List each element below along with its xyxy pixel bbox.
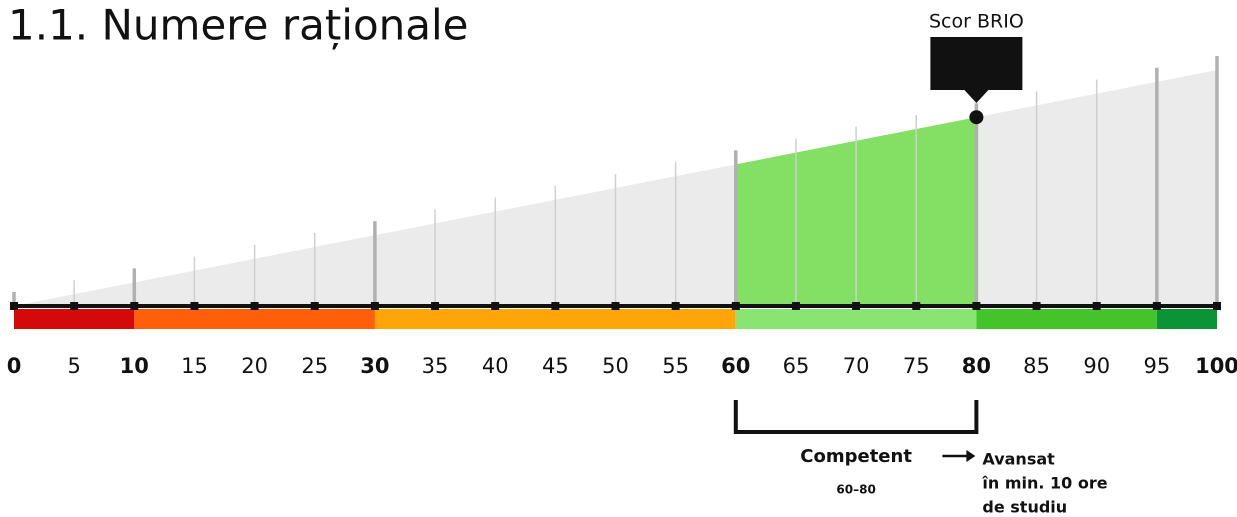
tick-mark bbox=[1032, 302, 1041, 310]
x-tick-label: 70 bbox=[843, 354, 870, 378]
x-tick-label: 15 bbox=[181, 354, 208, 378]
tick-mark bbox=[611, 302, 620, 310]
tick-mark bbox=[912, 302, 921, 310]
x-tick-label: 35 bbox=[422, 354, 449, 378]
tick-mark bbox=[190, 302, 199, 310]
x-tick-label: 45 bbox=[542, 354, 569, 378]
band bbox=[1156, 309, 1217, 329]
tick-mark bbox=[10, 302, 18, 310]
x-tick-label: 0 bbox=[7, 354, 22, 378]
x-tick-label: 100 bbox=[1195, 354, 1237, 378]
x-tick-label: 50 bbox=[602, 354, 629, 378]
next-level: Avansat bbox=[982, 450, 1055, 469]
level-name: Competent bbox=[800, 446, 912, 467]
x-tick-label: 40 bbox=[482, 354, 509, 378]
x-tick-label: 5 bbox=[67, 354, 80, 378]
tick-mark bbox=[551, 302, 560, 310]
tick-mark bbox=[852, 302, 861, 310]
tick-mark bbox=[310, 302, 319, 310]
x-tick-label: 25 bbox=[301, 354, 328, 378]
next-note: în min. 10 ore bbox=[981, 474, 1107, 493]
chart-title: 1.1. Numere raționale bbox=[8, 1, 469, 50]
level-bracket bbox=[733, 400, 979, 434]
tick-mark bbox=[671, 302, 680, 310]
next-note: de studiu bbox=[982, 498, 1067, 517]
band bbox=[14, 309, 135, 329]
tick-mark bbox=[731, 302, 740, 310]
score-box bbox=[930, 37, 1023, 103]
score-value: 80 bbox=[959, 40, 994, 69]
tick-mark bbox=[1213, 302, 1221, 310]
x-tick-label: 90 bbox=[1083, 354, 1110, 378]
x-tick-label: 85 bbox=[1023, 354, 1050, 378]
band bbox=[976, 309, 1157, 329]
tick-mark bbox=[491, 302, 500, 310]
x-tick-label: 65 bbox=[783, 354, 810, 378]
x-tick-label: 60 bbox=[721, 354, 750, 378]
tick-mark bbox=[370, 302, 379, 310]
x-tick-label: 95 bbox=[1143, 354, 1170, 378]
tick-mark bbox=[130, 302, 139, 310]
tick-mark bbox=[70, 302, 79, 310]
tick-mark bbox=[431, 302, 440, 310]
tick-mark bbox=[1152, 302, 1161, 310]
score-label: Scor BRIO bbox=[929, 11, 1024, 33]
band bbox=[374, 309, 736, 329]
band bbox=[134, 309, 375, 329]
tick-mark bbox=[972, 302, 981, 310]
x-tick-label: 10 bbox=[120, 354, 149, 378]
tick-mark bbox=[1092, 302, 1101, 310]
tick-mark bbox=[791, 302, 800, 310]
tick-mark bbox=[250, 302, 259, 310]
x-tick-label: 80 bbox=[962, 354, 991, 378]
x-tick-label: 30 bbox=[360, 354, 389, 378]
x-tick-label: 20 bbox=[241, 354, 268, 378]
x-tick-label: 75 bbox=[903, 354, 930, 378]
x-tick-label: 55 bbox=[662, 354, 689, 378]
level-range: 60–80 bbox=[836, 483, 875, 497]
next-arrow-head bbox=[966, 450, 976, 462]
band bbox=[735, 309, 977, 329]
score-dot bbox=[969, 110, 984, 125]
